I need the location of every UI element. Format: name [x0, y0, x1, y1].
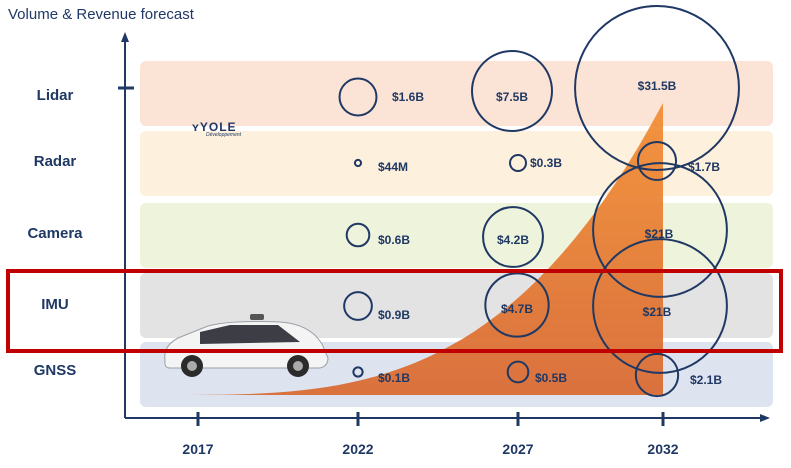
bubble-radar-2027 — [509, 154, 527, 172]
bubble-imu-2022 — [343, 291, 373, 321]
bubble-lidar-2032 — [574, 5, 740, 171]
x-tick-label-2032: 2032 — [647, 441, 678, 457]
x-tick-label-2027: 2027 — [502, 441, 533, 457]
x-tick-label-2022: 2022 — [342, 441, 373, 457]
bubble-radar-2032 — [636, 140, 678, 182]
data-label-radar-2022: $44M — [378, 160, 408, 174]
data-label-radar-2027: $0.3B — [530, 156, 562, 170]
category-label-imu: IMU — [41, 296, 69, 313]
bubble-imu-2027 — [484, 272, 550, 338]
car-hub-rear — [293, 361, 303, 371]
data-label-radar-2032: $1.7B — [688, 160, 720, 174]
car-hub-front — [187, 361, 197, 371]
logo-text: YOLE — [199, 120, 237, 134]
x-tick-label-2017: 2017 — [182, 441, 213, 457]
data-label-lidar-2027: $7.5B — [496, 90, 528, 104]
category-label-gnss: GNSS — [33, 362, 77, 379]
highlight-box-imu — [6, 269, 783, 353]
category-label-lidar: Lidar — [36, 87, 74, 104]
data-label-gnss-2022: $0.1B — [378, 371, 410, 385]
band-radar — [140, 131, 773, 196]
data-label-camera-2032: $21B — [645, 227, 674, 241]
data-label-camera-2027: $4.2B — [497, 233, 529, 247]
band-camera — [140, 203, 773, 268]
bubble-lidar-2027 — [471, 50, 553, 132]
car-icon — [164, 314, 329, 377]
data-label-lidar-2022: $1.6B — [392, 90, 424, 104]
data-label-gnss-2032: $2.1B — [690, 373, 722, 387]
yole-logo: ʏYOLE Développement — [192, 120, 241, 138]
x-axis-arrow — [760, 414, 770, 422]
data-label-imu-2032: $21B — [643, 305, 672, 319]
chart-title: Volume & Revenue forecast — [8, 6, 194, 23]
logo-subtext: Développement — [206, 132, 242, 138]
category-label-camera: Camera — [27, 225, 83, 242]
bubble-imu-2032 — [592, 238, 728, 374]
y-axis-arrow — [121, 32, 129, 42]
data-label-camera-2022: $0.6B — [378, 233, 410, 247]
band-lidar — [140, 61, 773, 126]
bubble-lidar-2022 — [338, 77, 378, 117]
logo-mark-icon: ʏ — [192, 120, 200, 134]
bubble-camera-2027 — [482, 206, 544, 268]
category-label-radar: Radar — [33, 153, 77, 170]
growth-area — [165, 103, 663, 395]
data-label-imu-2027: $4.7B — [501, 302, 533, 316]
bubble-camera-2022 — [345, 222, 371, 248]
data-label-gnss-2027: $0.5B — [535, 371, 567, 385]
data-label-imu-2022: $0.9B — [378, 308, 410, 322]
data-label-lidar-2032: $31.5B — [638, 79, 677, 93]
bubble-radar-2022 — [353, 158, 363, 168]
car-windows — [200, 325, 300, 344]
bubble-camera-2032 — [592, 162, 728, 298]
bubble-gnss-2027 — [506, 360, 530, 384]
bubble-gnss-2032 — [634, 352, 680, 398]
bubble-gnss-2022 — [352, 366, 364, 378]
car-sensor — [250, 314, 264, 320]
